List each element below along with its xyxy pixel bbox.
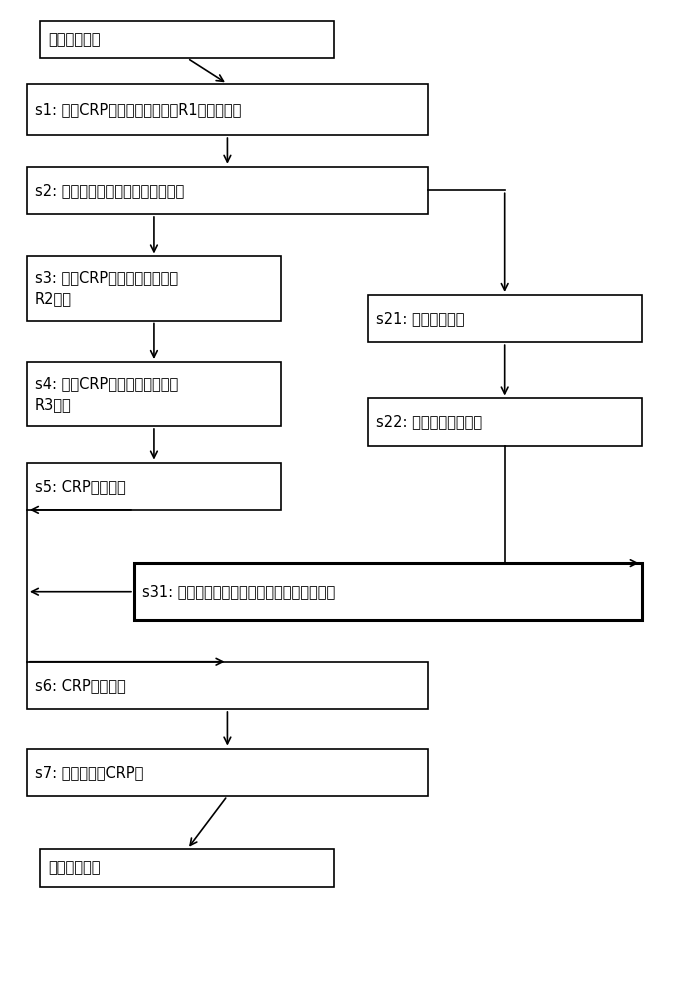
FancyBboxPatch shape xyxy=(27,167,428,214)
FancyBboxPatch shape xyxy=(27,84,428,135)
Text: s3: 针对CRP测定，分配和搔拌
R2试剂: s3: 针对CRP测定，分配和搔拌 R2试剂 xyxy=(35,270,178,306)
Text: s2: 针对血球测定，分配和搔拌样品: s2: 针对血球测定，分配和搔拌样品 xyxy=(35,183,184,198)
Text: 处理步骤结束: 处理步骤结束 xyxy=(48,860,101,875)
FancyBboxPatch shape xyxy=(368,398,642,446)
Text: s31: 在免疫测定用的清洗室中管嘴的最终清洗: s31: 在免疫测定用的清洗室中管嘴的最终清洗 xyxy=(142,584,335,599)
Text: s1: 针对CRP测定，分配和搔拌R1试剂和样品: s1: 针对CRP测定，分配和搔拌R1试剂和样品 xyxy=(35,102,241,117)
Text: s5: CRP测定开始: s5: CRP测定开始 xyxy=(35,479,125,494)
Text: s4: 针对CRP测定，分配和搔拌
R3试剂: s4: 针对CRP测定，分配和搔拌 R3试剂 xyxy=(35,376,178,412)
FancyBboxPatch shape xyxy=(27,662,428,709)
Text: s6: CRP测定完成: s6: CRP测定完成 xyxy=(35,678,125,693)
FancyBboxPatch shape xyxy=(27,463,281,510)
Text: s21: 血球测定处理: s21: 血球测定处理 xyxy=(376,311,464,326)
Text: s22: 血球测定的后处理: s22: 血球测定的后处理 xyxy=(376,415,482,430)
FancyBboxPatch shape xyxy=(134,563,642,620)
FancyBboxPatch shape xyxy=(27,748,428,796)
Text: 处理步骤开始: 处理步骤开始 xyxy=(48,32,101,47)
FancyBboxPatch shape xyxy=(27,362,281,426)
Text: s7: 清洗和漂洗CRP室: s7: 清洗和漂洗CRP室 xyxy=(35,765,143,780)
FancyBboxPatch shape xyxy=(368,295,642,342)
FancyBboxPatch shape xyxy=(27,256,281,321)
FancyBboxPatch shape xyxy=(40,21,334,58)
FancyBboxPatch shape xyxy=(40,849,334,887)
